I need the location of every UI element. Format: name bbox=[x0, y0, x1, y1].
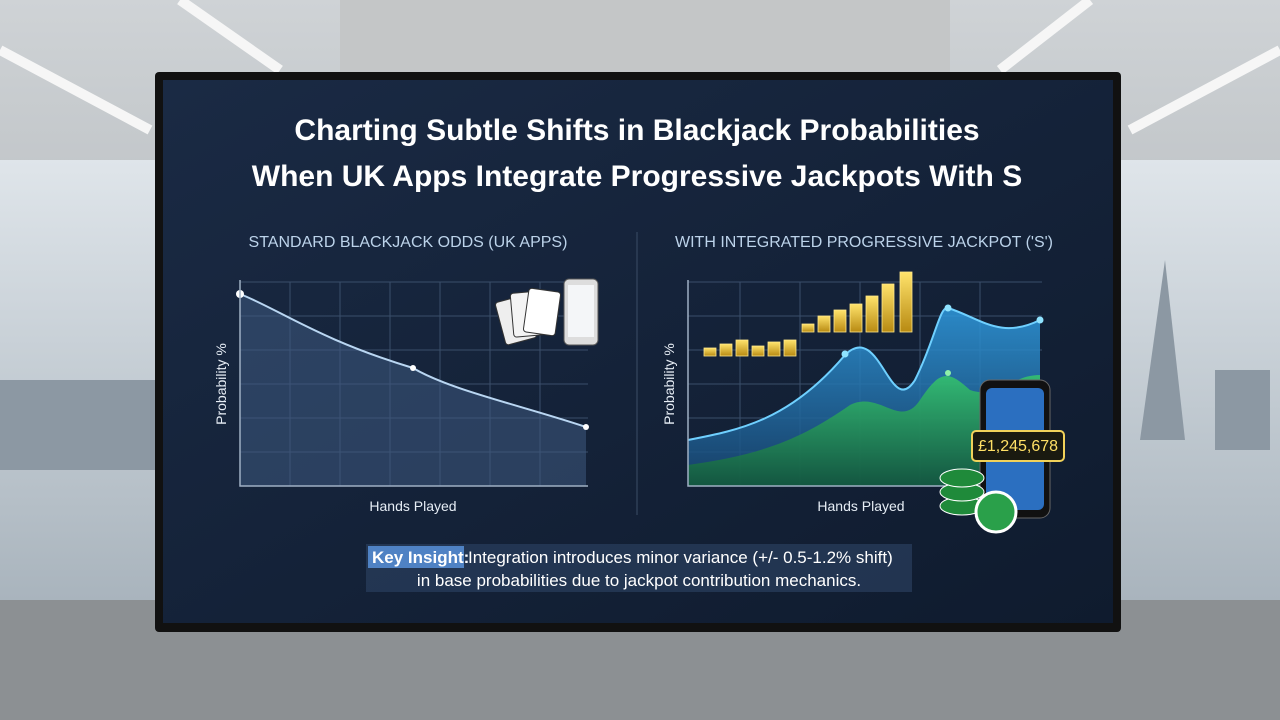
axes bbox=[687, 280, 1042, 487]
x-axis-label: Hands Played bbox=[369, 498, 456, 514]
insight-label-bg bbox=[368, 546, 464, 568]
chips-icon bbox=[939, 468, 1018, 534]
x-axis-label: Hands Played bbox=[817, 498, 904, 514]
title-line: When UK Apps Integrate Progressive Jackp… bbox=[252, 160, 1022, 193]
cards-icon bbox=[495, 278, 599, 346]
panel-title: STANDARD BLACKJACK ODDS (UK APPS) bbox=[249, 234, 568, 251]
jackpot-badge bbox=[971, 430, 1065, 462]
y-axis-label: Probability % bbox=[661, 343, 677, 425]
area bbox=[240, 294, 586, 486]
insight-text: in base probabilities due to jackpot con… bbox=[417, 571, 861, 590]
panel-title: WITH INTEGRATED PROGRESSIVE JACKPOT ('S'… bbox=[675, 234, 1053, 251]
insight-label: Key Insight: bbox=[372, 548, 469, 567]
points bbox=[841, 304, 1044, 376]
ceiling-lights bbox=[0, 0, 1280, 135]
curve-blue bbox=[687, 306, 1041, 441]
y-axis-label: Probability % bbox=[213, 343, 229, 425]
jackpot-bars bbox=[703, 271, 913, 357]
area-green bbox=[688, 375, 1040, 486]
skyline bbox=[0, 260, 1270, 470]
insight-text: Integration introduces minor variance (+… bbox=[468, 548, 893, 567]
jackpot-amount: £1,245,678 bbox=[978, 438, 1058, 455]
axes bbox=[239, 280, 588, 487]
title-line: Charting Subtle Shifts in Blackjack Prob… bbox=[294, 114, 979, 147]
